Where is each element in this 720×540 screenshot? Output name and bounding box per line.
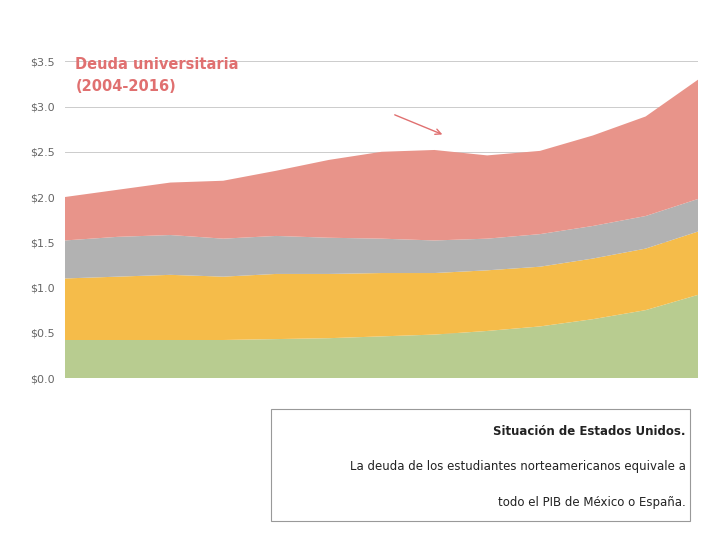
Text: La deuda de los estudiantes norteamericanos equivale a: La deuda de los estudiantes norteamerica… (350, 460, 685, 473)
Text: todo el PIB de México o España.: todo el PIB de México o España. (498, 496, 685, 509)
FancyBboxPatch shape (271, 409, 690, 522)
Text: (2004-2016): (2004-2016) (76, 79, 176, 94)
Text: Situación de Estados Unidos.: Situación de Estados Unidos. (493, 424, 685, 437)
Text: Deuda universitaria: Deuda universitaria (76, 57, 239, 72)
